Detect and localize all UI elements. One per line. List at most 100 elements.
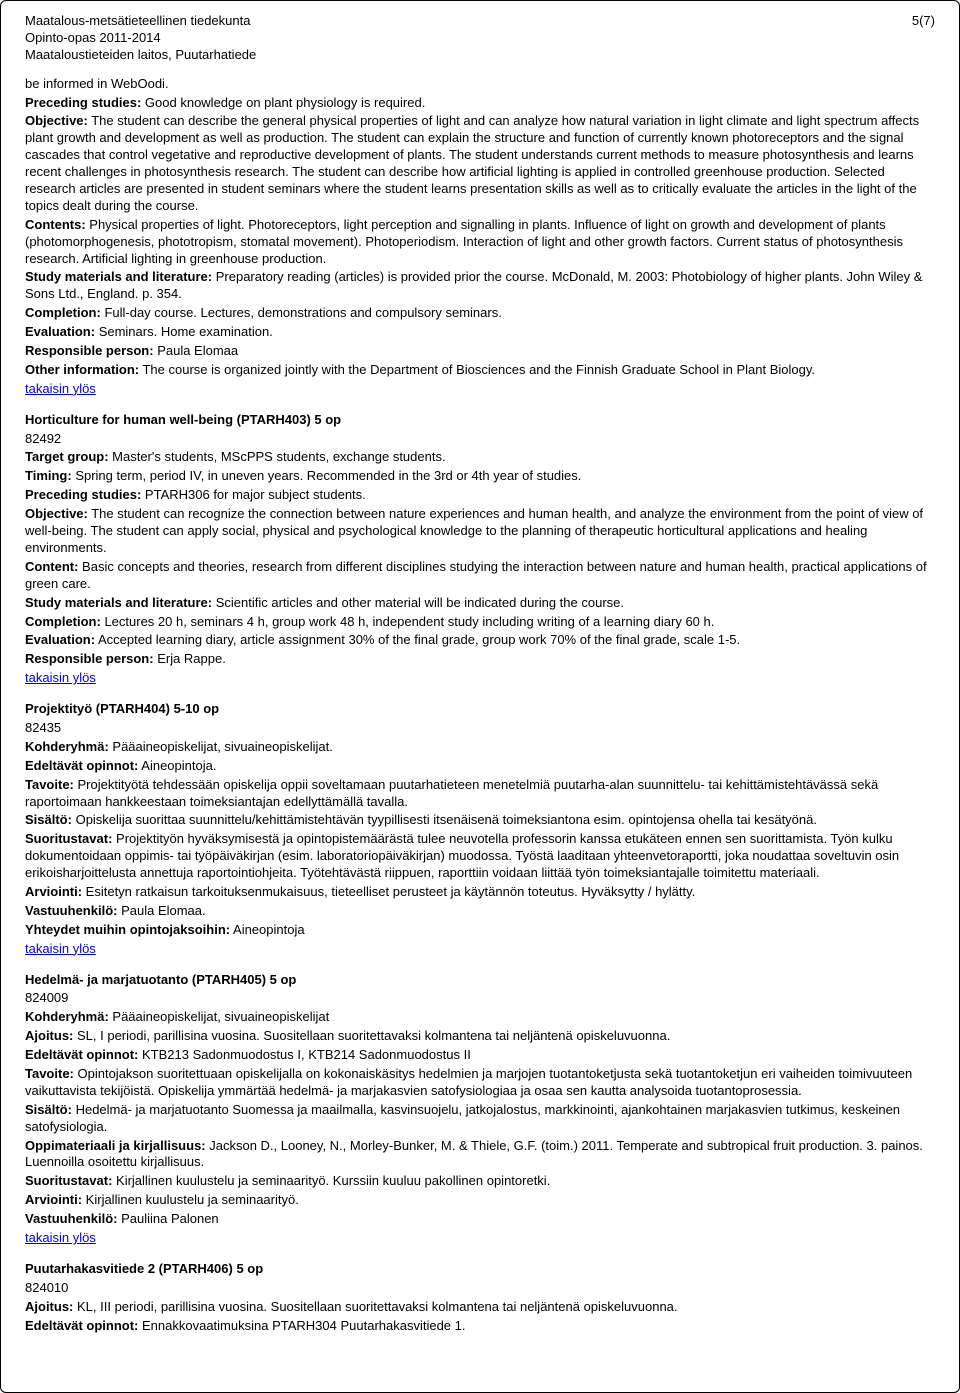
course-title: Puutarhakasvitiede 2 (PTARH406) 5 op: [25, 1261, 935, 1278]
study-row: Oppimateriaali ja kirjallisuus: Jackson …: [25, 1138, 935, 1172]
target-text: Master's students, MScPPS students, exch…: [109, 449, 446, 464]
content-row: Sisältö: Hedelmä- ja marjatuotanto Suome…: [25, 1102, 935, 1136]
study-label: Study materials and literature:: [25, 595, 212, 610]
study-row: Study materials and literature: Preparat…: [25, 269, 935, 303]
course-ptarh403: Horticulture for human well-being (PTARH…: [25, 412, 935, 687]
content-text: Basic concepts and theories, research fr…: [25, 559, 927, 591]
eval-label: Arviointi:: [25, 884, 82, 899]
eval-row: Arviointi: Kirjallinen kuulustelu ja sem…: [25, 1192, 935, 1209]
eval-label: Evaluation:: [25, 632, 95, 647]
resp-label: Vastuuhenkilö:: [25, 1211, 117, 1226]
preceding-label: Preceding studies:: [25, 95, 141, 110]
course-intro: be informed in WebOodi. Preceding studie…: [25, 76, 935, 398]
objective-text: The student can recognize the connection…: [25, 506, 923, 555]
completion-row: Completion: Full-day course. Lectures, d…: [25, 305, 935, 322]
eval-row: Evaluation: Accepted learning diary, art…: [25, 632, 935, 649]
completion-row: Suoritustavat: Projektityön hyväksymises…: [25, 831, 935, 882]
course-title: Horticulture for human well-being (PTARH…: [25, 412, 935, 429]
course-title: Projektityö (PTARH404) 5-10 op: [25, 701, 935, 718]
eval-row: Evaluation: Seminars. Home examination.: [25, 324, 935, 341]
target-row: Target group: Master's students, MScPPS …: [25, 449, 935, 466]
other-label: Other information:: [25, 362, 139, 377]
content-row: Content: Basic concepts and theories, re…: [25, 559, 935, 593]
eval-label: Arviointi:: [25, 1192, 82, 1207]
content-text: Opiskelija suorittaa suunnittelu/kehittä…: [72, 812, 817, 827]
objective-text: The student can describe the general phy…: [25, 113, 919, 212]
back-to-top-link[interactable]: takaisin ylös: [25, 381, 96, 396]
preceding-text: PTARH306 for major subject students.: [141, 487, 365, 502]
preceding-row: Edeltävät opinnot: KTB213 Sadonmuodostus…: [25, 1047, 935, 1064]
objective-label: Tavoite:: [25, 1066, 74, 1081]
other-text: The course is organized jointly with the…: [139, 362, 815, 377]
intro-line: be informed in WebOodi.: [25, 76, 935, 93]
other-row: Yhteydet muihin opintojaksoihin: Aineopi…: [25, 922, 935, 939]
completion-text: Full-day course. Lectures, demonstration…: [101, 305, 502, 320]
contents-row: Contents: Physical properties of light. …: [25, 217, 935, 268]
completion-label: Suoritustavat:: [25, 831, 112, 846]
timing-text: SL, I periodi, parillisina vuosina. Suos…: [73, 1028, 670, 1043]
target-label: Kohderyhmä:: [25, 739, 109, 754]
resp-row: Responsible person: Paula Elomaa: [25, 343, 935, 360]
study-label: Study materials and literature:: [25, 269, 212, 284]
completion-text: Projektityön hyväksymisestä ja opintopis…: [25, 831, 899, 880]
objective-label: Objective:: [25, 113, 88, 128]
resp-text: Pauliina Palonen: [117, 1211, 218, 1226]
objective-text: Opintojakson suoritettuaan opiskelijalla…: [25, 1066, 912, 1098]
back-to-top-link[interactable]: takaisin ylös: [25, 941, 96, 956]
objective-text: Projektityötä tehdessään opiskelija oppi…: [25, 777, 878, 809]
content-text: Hedelmä- ja marjatuotanto Suomessa ja ma…: [25, 1102, 900, 1134]
preceding-row: Edeltävät opinnot: Ennakkovaatimuksina P…: [25, 1318, 935, 1335]
preceding-text: KTB213 Sadonmuodostus I, KTB214 Sadonmuo…: [138, 1047, 470, 1062]
back-to-top-link[interactable]: takaisin ylös: [25, 670, 96, 685]
objective-row: Tavoite: Projektityötä tehdessään opiske…: [25, 777, 935, 811]
timing-text: KL, III periodi, parillisina vuosina. Su…: [73, 1299, 677, 1314]
resp-label: Responsible person:: [25, 343, 154, 358]
preceding-label: Preceding studies:: [25, 487, 141, 502]
study-text: Scientific articles and other material w…: [212, 595, 624, 610]
content-label: Sisältö:: [25, 1102, 72, 1117]
resp-text: Erja Rappe.: [154, 651, 226, 666]
faculty: Maatalous-metsätieteellinen tiedekunta: [25, 13, 256, 30]
resp-row: Vastuuhenkilö: Pauliina Palonen: [25, 1211, 935, 1228]
preceding-label: Edeltävät opinnot:: [25, 1318, 138, 1333]
course-title: Hedelmä- ja marjatuotanto (PTARH405) 5 o…: [25, 972, 935, 989]
target-row: Kohderyhmä: Pääaineopiskelijat, sivuaine…: [25, 739, 935, 756]
resp-row: Vastuuhenkilö: Paula Elomaa.: [25, 903, 935, 920]
objective-row: Tavoite: Opintojakson suoritettuaan opis…: [25, 1066, 935, 1100]
objective-label: Objective:: [25, 506, 88, 521]
preceding-row: Preceding studies: Good knowledge on pla…: [25, 95, 935, 112]
other-row: Other information: The course is organiz…: [25, 362, 935, 379]
eval-label: Evaluation:: [25, 324, 95, 339]
course-ptarh405: Hedelmä- ja marjatuotanto (PTARH405) 5 o…: [25, 972, 935, 1247]
study-label: Oppimateriaali ja kirjallisuus:: [25, 1138, 206, 1153]
preceding-label: Edeltävät opinnot:: [25, 758, 138, 773]
timing-label: Ajoitus:: [25, 1299, 73, 1314]
page-number: 5(7): [912, 13, 935, 64]
other-text: Aineopintoja: [230, 922, 304, 937]
resp-label: Responsible person:: [25, 651, 154, 666]
timing-row: Timing: Spring term, period IV, in uneve…: [25, 468, 935, 485]
resp-label: Vastuuhenkilö:: [25, 903, 117, 918]
preceding-text: Ennakkovaatimuksina PTARH304 Puutarhakas…: [138, 1318, 465, 1333]
course-ptarh406: Puutarhakasvitiede 2 (PTARH406) 5 op 824…: [25, 1261, 935, 1335]
objective-row: Objective: The student can recognize the…: [25, 506, 935, 557]
resp-text: Paula Elomaa.: [117, 903, 205, 918]
preceding-row: Preceding studies: PTARH306 for major su…: [25, 487, 935, 504]
course-code: 82435: [25, 720, 935, 737]
content-label: Content:: [25, 559, 78, 574]
completion-label: Completion:: [25, 614, 101, 629]
objective-label: Tavoite:: [25, 777, 74, 792]
eval-text: Seminars. Home examination.: [95, 324, 273, 339]
eval-row: Arviointi: Esitetyn ratkaisun tarkoituks…: [25, 884, 935, 901]
header-left: Maatalous-metsätieteellinen tiedekunta O…: [25, 13, 256, 64]
course-code: 824010: [25, 1280, 935, 1297]
completion-text: Kirjallinen kuulustelu ja seminaarityö. …: [112, 1173, 550, 1188]
back-to-top-link[interactable]: takaisin ylös: [25, 1230, 96, 1245]
course-code: 824009: [25, 990, 935, 1007]
timing-row: Ajoitus: SL, I periodi, parillisina vuos…: [25, 1028, 935, 1045]
completion-text: Lectures 20 h, seminars 4 h, group work …: [101, 614, 715, 629]
other-label: Yhteydet muihin opintojaksoihin:: [25, 922, 230, 937]
study-row: Study materials and literature: Scientif…: [25, 595, 935, 612]
eval-text: Esitetyn ratkaisun tarkoituksenmukaisuus…: [82, 884, 695, 899]
content-label: Sisältö:: [25, 812, 72, 827]
